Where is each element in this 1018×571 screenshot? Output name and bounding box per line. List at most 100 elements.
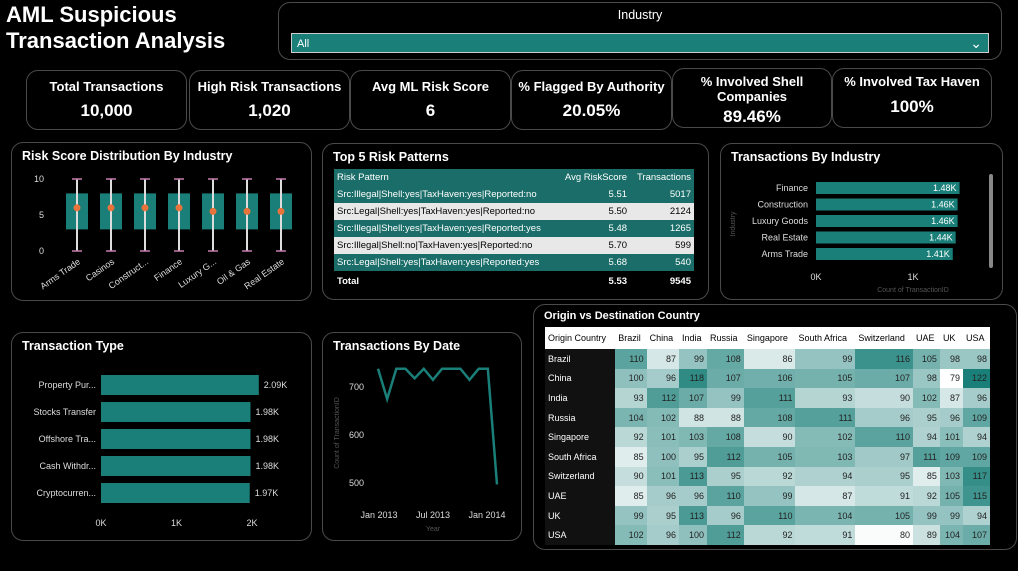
matrix-cell: 85	[615, 486, 647, 506]
table-row[interactable]: Src:Legal|Shell:yes|TaxHaven:yes|Reporte…	[334, 254, 694, 271]
matrix-col-header[interactable]: Brazil	[615, 327, 647, 349]
matrix-cell: 108	[707, 427, 744, 447]
table-row: Singapore 92 101 103 108 90 102 110 94 101 94	[545, 427, 990, 447]
matrix-cell: 112	[646, 388, 679, 408]
table-row[interactable]: Src:Illegal|Shell:yes|TaxHaven:yes|Repor…	[334, 220, 694, 237]
y-tick-label: 500	[349, 478, 364, 488]
median-point	[277, 207, 285, 215]
data-label: 1.46K	[931, 216, 955, 226]
y-axis-title: Count of TransactionID	[334, 397, 341, 469]
data-label: 1.98K	[255, 407, 279, 417]
matrix-cell: 94	[963, 505, 990, 526]
table-cell: 2124	[669, 206, 691, 217]
matrix-cell: 79	[939, 368, 964, 389]
data-label: 1.48K	[933, 183, 957, 193]
x-tick-label: 1K	[907, 272, 918, 282]
matrix-cell: 92	[615, 427, 647, 447]
matrix-corner[interactable]: Origin Country	[545, 327, 616, 349]
col-header[interactable]: Avg RiskScore	[557, 169, 631, 186]
y-axis-title: Industry	[730, 211, 737, 236]
matrix-cell: 98	[913, 368, 940, 389]
row-header: UK	[545, 505, 616, 526]
matrix-cell: 91	[795, 525, 856, 545]
matrix-cell: 99	[913, 505, 940, 526]
matrix-cell: 87	[646, 349, 679, 369]
row-header: Singapore	[545, 427, 616, 447]
matrix-cell: 116	[855, 349, 914, 369]
bar-1	[101, 402, 251, 422]
matrix-col-header[interactable]: China	[646, 327, 679, 349]
series-line	[376, 366, 499, 485]
table-cell: 5.48	[608, 223, 628, 234]
kpi-label: Total Transactions	[49, 79, 164, 94]
table-row: UK 99 95 113 96 110 104 105 99 99 94	[545, 505, 990, 526]
matrix-cell: 85	[913, 466, 940, 487]
matrix-col-header[interactable]: Russia	[707, 327, 744, 349]
kpi-label: % Flagged By Authority	[518, 79, 665, 94]
category-label: Property Pur...	[38, 380, 96, 390]
matrix-col-header[interactable]: South Africa	[795, 327, 856, 349]
x-axis-title: Year	[426, 526, 441, 533]
matrix-cell: 87	[939, 388, 964, 408]
scrollbar[interactable]	[989, 174, 993, 268]
matrix-cell: 101	[646, 466, 679, 487]
industry-slicer: Industry All ⌄	[278, 2, 1002, 60]
date-line-chart: 700 600 500 Jan 2013 Jul 2013 Jan 2014 Year Cou…	[334, 366, 506, 533]
matrix-col-header[interactable]: USA	[963, 327, 990, 349]
panel-title: Transactions By Industry	[731, 150, 881, 164]
col-header[interactable]: Risk Pattern	[334, 169, 558, 186]
app-title: AML Suspicious Transaction Analysis	[6, 2, 226, 53]
category-label: Real Estate	[761, 233, 808, 243]
data-label: 1.98K	[255, 434, 279, 444]
col-header[interactable]: Transactions	[630, 169, 694, 186]
matrix-cell: 96	[707, 505, 744, 526]
category-label: Finance	[776, 183, 808, 193]
matrix-col-header[interactable]: India	[679, 327, 708, 349]
matrix-col-header[interactable]: Singapore	[743, 327, 796, 349]
table-row[interactable]: Src:Illegal|Shell:yes|TaxHaven:yes|Repor…	[334, 186, 694, 203]
industry-dropdown[interactable]: All ⌄	[291, 33, 989, 53]
matrix-cell: 122	[963, 368, 990, 389]
matrix-cell: 108	[743, 407, 796, 428]
table-row: USA 102 96 100 112 92 91 80 89 104 107	[545, 525, 990, 545]
table-cell: 5.51	[608, 189, 628, 200]
matrix-cell: 92	[913, 486, 940, 506]
table-row[interactable]: Src:Illegal|Shell:no|TaxHaven:yes|Report…	[334, 237, 694, 254]
industry-bar-chart: Finance 1.48K Construction 1.46K Luxury Good…	[730, 182, 960, 294]
table-row[interactable]: Src:Legal|Shell:yes|TaxHaven:yes|Reporte…	[334, 203, 694, 220]
transaction-type-panel: Transaction Type Property Pur... 2.09K Sto…	[11, 332, 312, 541]
matrix-col-header[interactable]: UAE	[913, 327, 940, 349]
data-label: 2.09K	[264, 380, 288, 390]
category-label: Arms Trade	[761, 249, 808, 259]
table-cell: 1265	[669, 223, 691, 234]
chevron-down-icon: ⌄	[970, 35, 982, 51]
panel-title: Risk Score Distribution By Industry	[22, 149, 233, 163]
row-header: UAE	[545, 486, 616, 506]
bar-2	[101, 429, 251, 449]
data-label: 1.41K	[926, 249, 950, 259]
kpi-high-risk: High Risk Transactions 1,020	[189, 70, 350, 130]
category-label: Offshore Tra...	[39, 434, 96, 444]
y-tick-label: 10	[34, 174, 44, 184]
category-label: Cryptocurren...	[36, 488, 96, 498]
kpi-label: High Risk Transactions	[197, 79, 342, 94]
table-row: India 93 112 107 99 111 93 90 102 87 96	[545, 388, 990, 408]
matrix-col-header[interactable]: Switzerland	[855, 327, 914, 349]
matrix-col-header[interactable]: UK	[939, 327, 964, 349]
data-label: 1.44K	[929, 233, 953, 243]
matrix-cell: 99	[743, 486, 796, 506]
y-tick-label: 700	[349, 382, 364, 392]
matrix-cell: 103	[795, 446, 856, 467]
row-header: Switzerland	[545, 466, 616, 487]
matrix-cell: 111	[913, 446, 940, 467]
bar-3	[816, 231, 956, 244]
kpi-value: 10,000	[80, 101, 133, 120]
matrix-cell: 86	[743, 349, 796, 369]
bar-1	[816, 198, 958, 211]
kpi-label: Avg ML Risk Score	[371, 79, 490, 94]
total-label: Total	[337, 276, 359, 287]
category-label: Cash Withdr...	[39, 461, 96, 471]
category-label: Luxury Goods	[752, 216, 809, 226]
kpi-label: % Involved Tax Haven	[844, 74, 980, 89]
table-cell: 540	[675, 257, 691, 268]
